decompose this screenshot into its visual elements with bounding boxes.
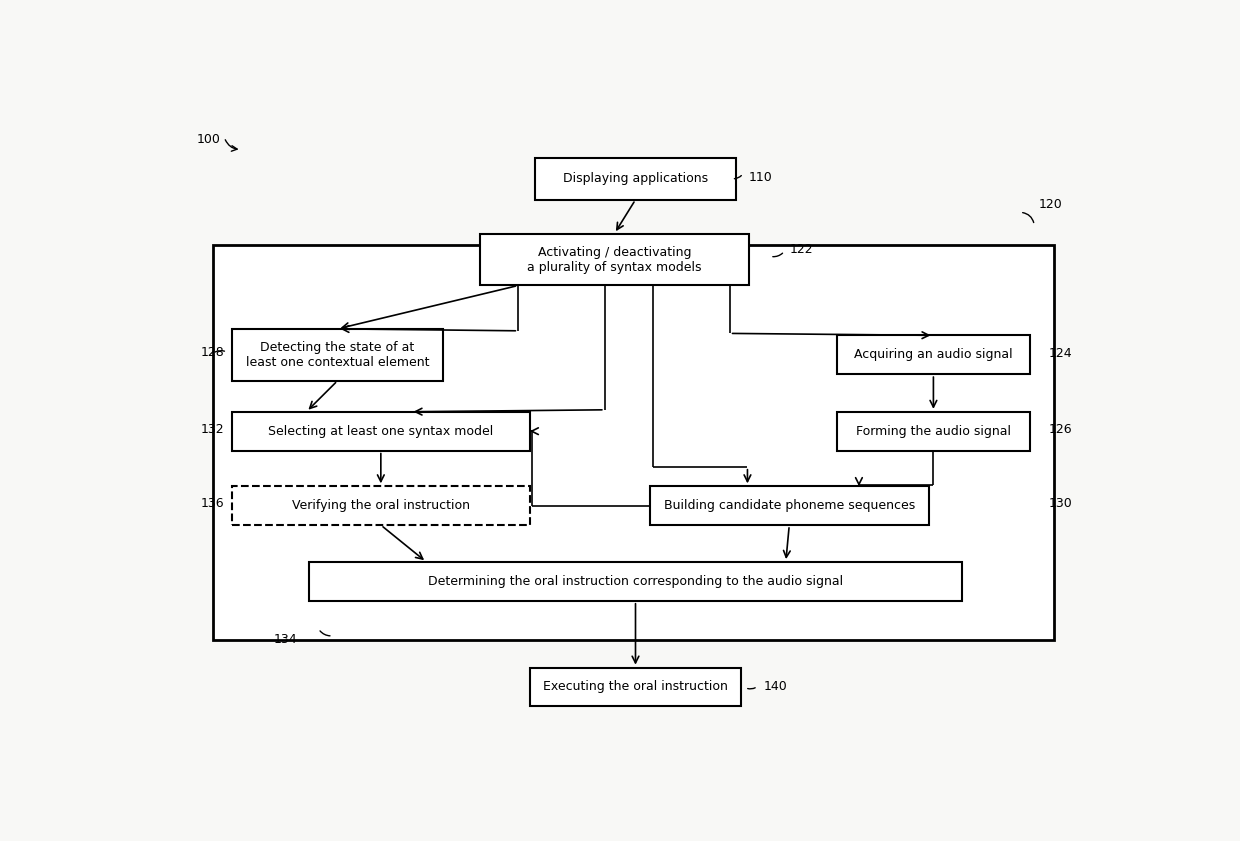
Text: 110: 110 xyxy=(749,171,773,184)
Text: Displaying applications: Displaying applications xyxy=(563,172,708,185)
Text: Detecting the state of at
least one contextual element: Detecting the state of at least one cont… xyxy=(246,341,429,368)
Text: Acquiring an audio signal: Acquiring an audio signal xyxy=(854,348,1013,362)
Text: 140: 140 xyxy=(764,680,787,694)
Text: Forming the audio signal: Forming the audio signal xyxy=(856,425,1011,437)
Bar xyxy=(650,486,929,525)
Text: 132: 132 xyxy=(201,423,224,436)
Text: Executing the oral instruction: Executing the oral instruction xyxy=(543,680,728,694)
Text: 128: 128 xyxy=(201,346,224,358)
Bar xyxy=(480,234,749,285)
Text: 136: 136 xyxy=(201,497,224,510)
Text: 124: 124 xyxy=(1049,347,1073,360)
Bar xyxy=(232,486,529,525)
Text: 122: 122 xyxy=(789,243,813,257)
Text: 130: 130 xyxy=(1049,497,1073,510)
Bar xyxy=(837,412,1029,451)
Bar xyxy=(213,245,1054,640)
Text: 126: 126 xyxy=(1049,423,1073,436)
Text: Selecting at least one syntax model: Selecting at least one syntax model xyxy=(268,425,494,437)
Text: Determining the oral instruction corresponding to the audio signal: Determining the oral instruction corresp… xyxy=(428,575,843,588)
Bar xyxy=(529,668,742,706)
Text: 120: 120 xyxy=(1039,198,1063,211)
Bar xyxy=(534,157,737,199)
Text: Verifying the oral instruction: Verifying the oral instruction xyxy=(291,500,470,512)
Bar xyxy=(309,562,962,600)
Bar xyxy=(232,412,529,451)
Text: Building candidate phoneme sequences: Building candidate phoneme sequences xyxy=(663,500,915,512)
Text: Activating / deactivating
a plurality of syntax models: Activating / deactivating a plurality of… xyxy=(527,246,702,273)
Bar xyxy=(837,336,1029,374)
Bar xyxy=(232,329,444,381)
Text: 100: 100 xyxy=(196,133,221,146)
Text: 134: 134 xyxy=(273,633,296,646)
